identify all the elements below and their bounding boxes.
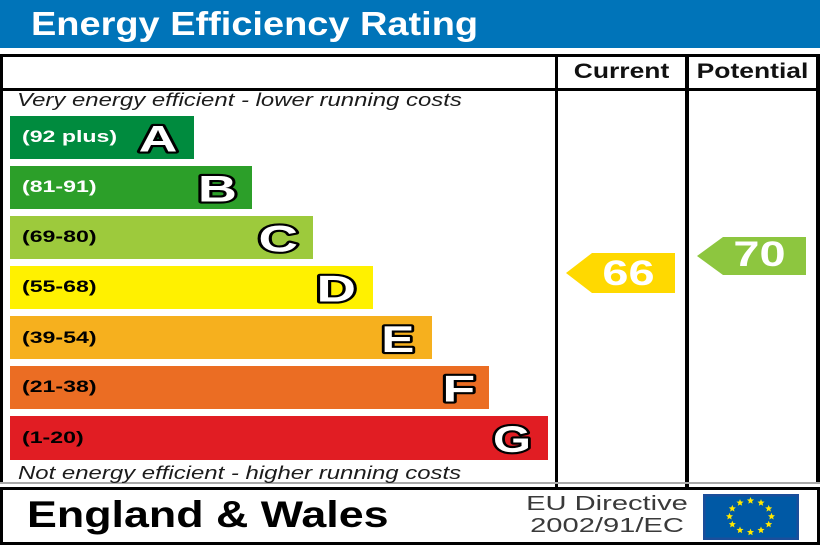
svg-text:G: G (493, 419, 531, 460)
svg-text:C: C (259, 219, 299, 260)
svg-text:A: A (139, 119, 178, 160)
svg-text:D: D (317, 269, 357, 310)
svg-text:E: E (381, 319, 414, 360)
svg-text:B: B (198, 169, 237, 210)
svg-text:F: F (442, 369, 475, 410)
